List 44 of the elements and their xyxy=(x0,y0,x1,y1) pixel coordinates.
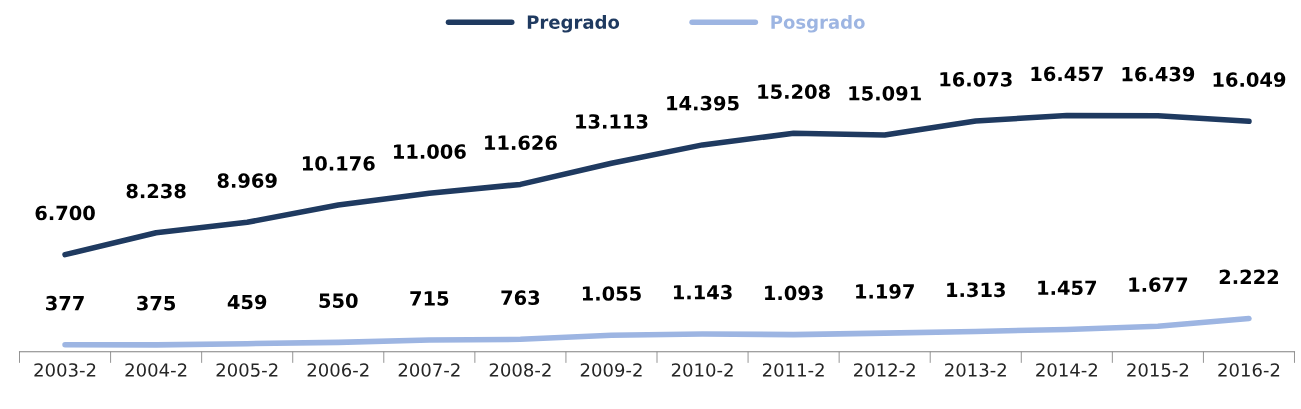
x-tick-label: 2012-2 xyxy=(854,363,915,377)
data-label: 16.457 xyxy=(1031,66,1103,82)
x-tick-label: 2005-2 xyxy=(216,363,278,377)
data-label: 1.055 xyxy=(582,286,641,301)
x-tick-label: 2006-2 xyxy=(307,363,369,377)
data-label: 13.113 xyxy=(576,114,648,129)
data-label: 14.395 xyxy=(667,95,739,111)
data-label: 16.439 xyxy=(1122,66,1195,82)
data-label: 550 xyxy=(319,293,358,309)
data-label: 1.143 xyxy=(673,284,732,300)
data-label: 377 xyxy=(46,295,84,311)
data-label: 11.626 xyxy=(485,135,557,151)
data-label: 1.093 xyxy=(765,285,823,301)
legend-label: Pregrado xyxy=(527,14,620,33)
data-label: 15.091 xyxy=(849,85,921,101)
x-tick-label: 2008-2 xyxy=(489,363,551,377)
x-tick-label: 2007-2 xyxy=(398,363,460,377)
x-tick-label: 2016-2 xyxy=(1218,363,1280,377)
data-label: 16.049 xyxy=(1213,72,1286,87)
data-label: 16.073 xyxy=(940,71,1012,87)
x-tick-label: 2015-2 xyxy=(1127,363,1189,377)
data-label: 2.222 xyxy=(1219,269,1279,284)
data-label: 715 xyxy=(410,291,449,306)
data-label: 763 xyxy=(501,290,540,305)
x-tick-label: 2004-2 xyxy=(125,363,187,377)
data-label: 8.969 xyxy=(217,173,277,188)
x-tick-label: 2010-2 xyxy=(671,363,733,377)
x-tick-label: 2009-2 xyxy=(580,363,642,377)
data-label: 8.238 xyxy=(126,183,186,199)
data-label: 11.006 xyxy=(394,144,466,159)
x-tick-label: 2013-2 xyxy=(945,363,1006,377)
data-label: 1.313 xyxy=(947,282,1005,298)
x-tick-label: 2011-2 xyxy=(762,363,824,377)
x-tick-label: 2003-2 xyxy=(34,363,96,377)
data-label: 375 xyxy=(137,295,176,311)
data-label: 459 xyxy=(227,294,267,310)
x-tick-label: 2014-2 xyxy=(1036,363,1097,377)
data-label: 1.197 xyxy=(856,284,914,299)
data-label: 1.457 xyxy=(1038,280,1097,296)
data-label: 1.677 xyxy=(1129,277,1188,292)
data-label: 6.700 xyxy=(35,205,95,221)
data-label: 15.208 xyxy=(758,84,830,99)
data-label: 10.176 xyxy=(302,156,375,171)
legend-label: Posgrado xyxy=(771,14,865,33)
